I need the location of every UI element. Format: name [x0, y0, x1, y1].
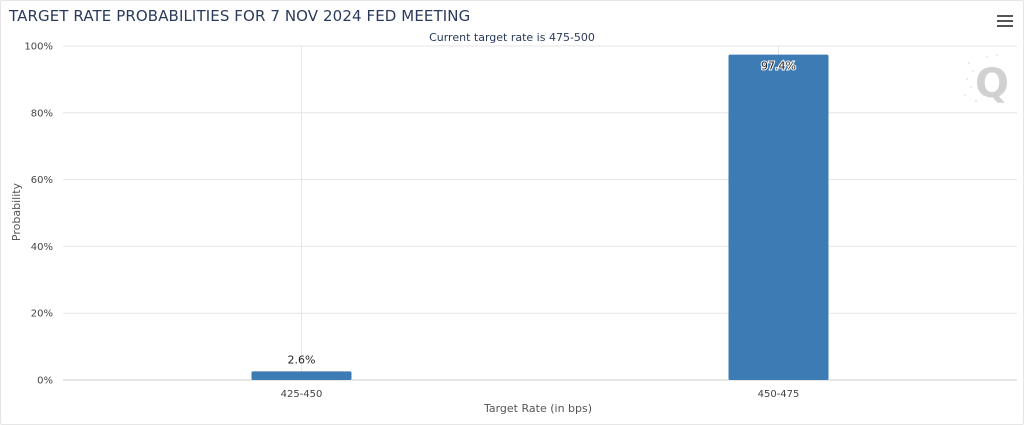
- y-tick-label: 40%: [31, 242, 53, 253]
- chart-subtitle: Current target rate is 475-500: [429, 31, 595, 44]
- hamburger-menu-icon[interactable]: [997, 15, 1013, 29]
- y-tick-label: 80%: [31, 108, 53, 119]
- y-axis-title: Probability: [10, 182, 23, 241]
- x-tick-label: 425-450: [281, 389, 323, 400]
- y-tick-label: 0%: [37, 376, 53, 387]
- x-tick-label: 450-475: [758, 389, 800, 400]
- bar-425-450[interactable]: [251, 371, 352, 380]
- watermark-logo: Q: [963, 53, 1009, 107]
- data-label: 97.4%: [761, 60, 796, 73]
- bar-450-475[interactable]: [728, 54, 829, 381]
- y-tick-label: 20%: [31, 309, 53, 320]
- svg-text:Q: Q: [975, 61, 1009, 107]
- x-axis-title: Target Rate (in bps): [483, 402, 592, 415]
- chart-title: TARGET RATE PROBABILITIES FOR 7 NOV 2024…: [9, 7, 471, 25]
- data-label: 2.6%: [288, 353, 316, 366]
- y-tick-label: 60%: [31, 175, 53, 186]
- y-tick-label: 100%: [24, 42, 53, 53]
